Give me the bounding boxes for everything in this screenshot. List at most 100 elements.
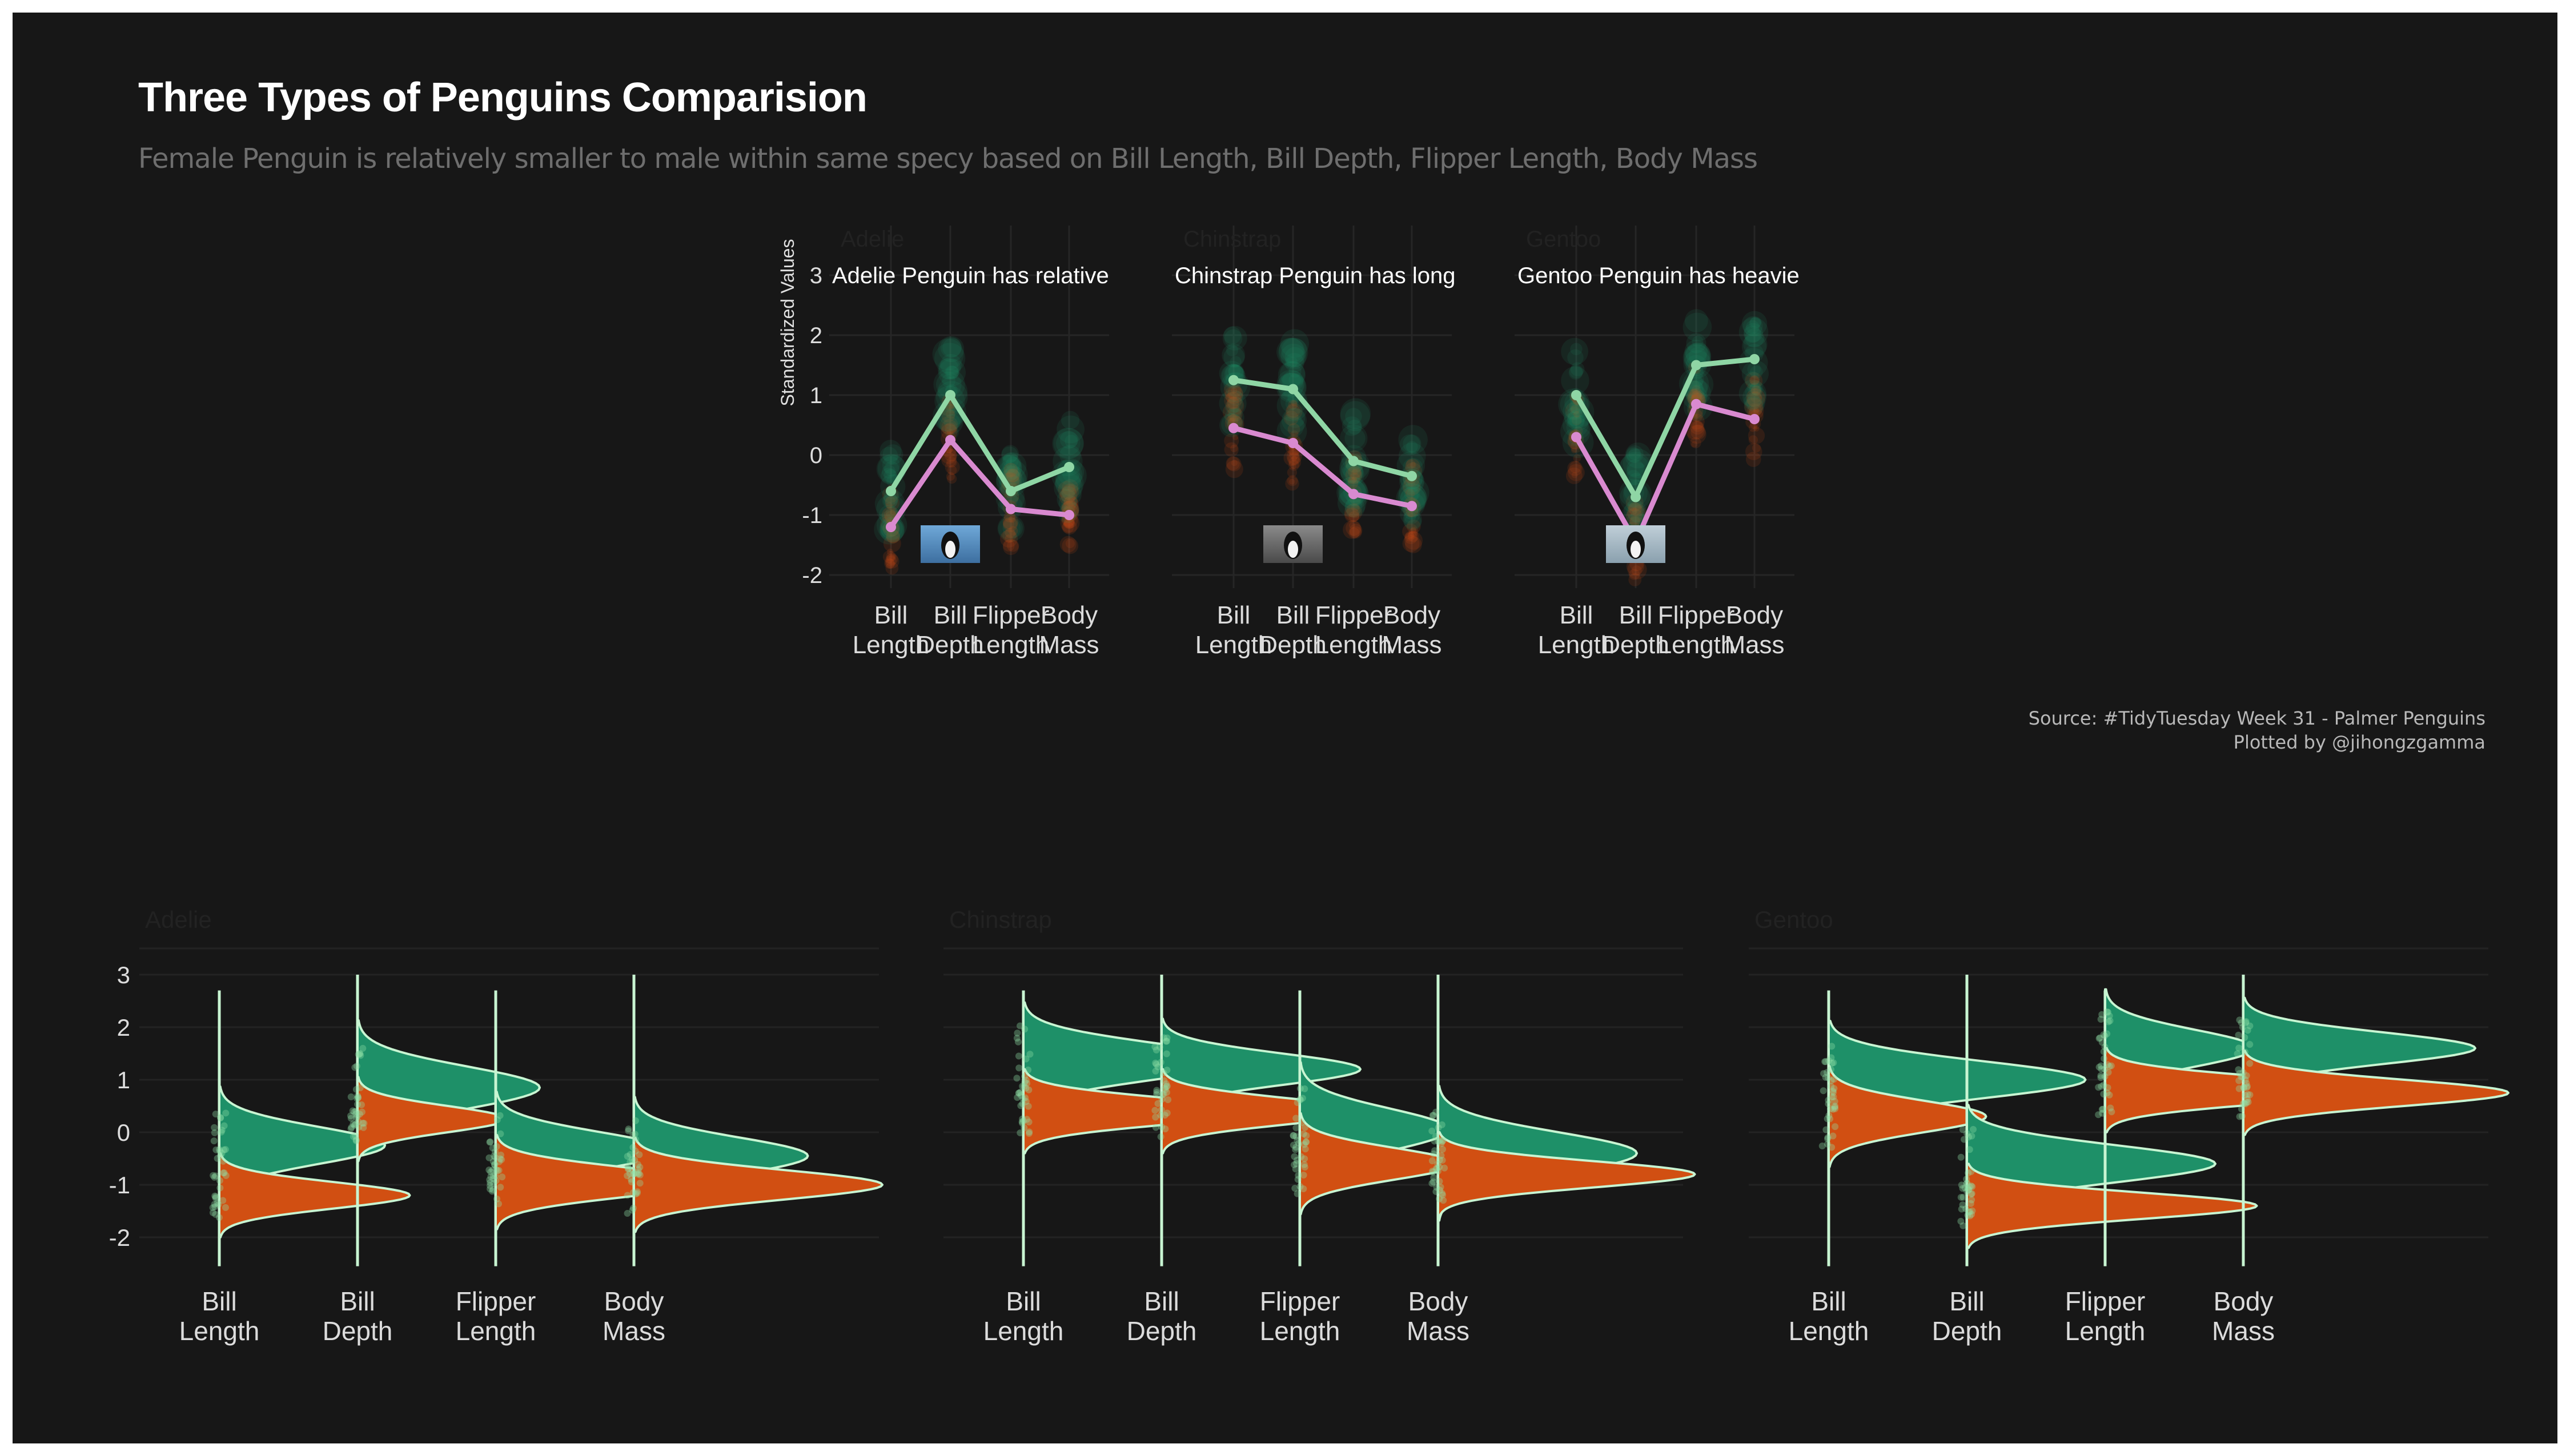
data-point	[1160, 1091, 1167, 1098]
data-point	[1963, 1180, 1971, 1187]
data-point	[1301, 1164, 1308, 1171]
data-point	[2104, 1008, 2111, 1016]
female-point	[1690, 420, 1705, 435]
data-point	[2107, 1062, 2115, 1069]
female-mean-point	[886, 522, 896, 532]
data-point	[1163, 1089, 1170, 1096]
female-point	[886, 553, 898, 565]
data-point	[624, 1163, 632, 1171]
male-point	[1749, 382, 1762, 395]
data-point	[1295, 1140, 1302, 1147]
data-point	[1966, 1212, 1974, 1220]
male-point	[1342, 416, 1362, 436]
male-point	[1340, 424, 1368, 453]
data-point	[349, 1107, 356, 1115]
female-point	[1351, 503, 1360, 512]
panel-chinstrap: Chinstrap Chinstrap Penguin has long Bill L…	[1172, 226, 1455, 659]
data-point	[487, 1182, 494, 1189]
male-point	[1568, 365, 1583, 380]
data-point	[490, 1172, 497, 1180]
female-point	[1224, 442, 1239, 457]
female-point	[1005, 468, 1020, 483]
male-point	[1061, 497, 1074, 510]
male-point	[1738, 317, 1769, 347]
female-density	[1966, 1163, 2258, 1249]
data-point	[2238, 1019, 2245, 1027]
data-point	[1961, 1136, 1968, 1143]
data-point	[2235, 1085, 2243, 1092]
top-line-chart: Standardized Values -2 -1 0 1 2 3 Adelie Adelie …	[777, 226, 1800, 659]
data-point	[497, 1151, 504, 1159]
data-point	[2246, 1022, 2254, 1029]
female-point	[886, 548, 893, 555]
data-point	[358, 1108, 366, 1116]
female-point	[885, 554, 900, 569]
female-point	[1571, 447, 1577, 453]
data-point	[1025, 1103, 1032, 1110]
female-point	[1402, 523, 1419, 540]
data-point	[1160, 1069, 1167, 1077]
data-point	[2100, 1048, 2107, 1055]
data-point	[1437, 1152, 1445, 1159]
data-point	[1436, 1186, 1444, 1194]
female-point	[885, 496, 896, 507]
data-point	[1018, 1120, 1026, 1127]
data-point	[630, 1170, 637, 1177]
data-point	[1966, 1146, 1973, 1153]
female-point	[1062, 483, 1079, 501]
male-point	[1746, 393, 1765, 413]
male-mean-point	[1407, 470, 1417, 481]
data-point	[2241, 1033, 2248, 1041]
data-point	[1294, 1137, 1301, 1144]
female-point	[1753, 407, 1760, 413]
data-point	[1153, 1091, 1160, 1099]
data-point	[2098, 1011, 2106, 1018]
data-point	[1292, 1160, 1300, 1167]
data-point	[1023, 1116, 1031, 1123]
data-point	[633, 1188, 641, 1196]
data-point	[1825, 1057, 1833, 1064]
male-point	[1563, 396, 1595, 428]
female-point	[884, 558, 895, 569]
data-point	[1026, 1051, 1034, 1058]
data-point	[352, 1137, 360, 1145]
male-point	[882, 465, 896, 479]
data-point	[2099, 1105, 2107, 1113]
data-point	[1022, 1076, 1030, 1084]
male-point	[1001, 447, 1018, 464]
data-point	[1825, 1074, 1832, 1081]
male-point	[1224, 399, 1240, 415]
data-point	[1156, 1043, 1163, 1051]
data-point	[1820, 1087, 1827, 1095]
data-point	[215, 1201, 222, 1208]
female-point	[944, 448, 958, 462]
data-point	[1432, 1133, 1439, 1140]
female-point	[1002, 529, 1017, 543]
data-point	[1437, 1140, 1445, 1147]
female-point	[1286, 448, 1302, 464]
data-point	[1292, 1124, 1300, 1132]
male-point	[938, 359, 966, 387]
male-mean-point	[1228, 375, 1239, 385]
male-point	[880, 440, 902, 462]
female-point	[886, 551, 897, 562]
panel-label: Adelie Penguin has relative	[832, 263, 1109, 288]
female-point	[1405, 532, 1415, 542]
female-point	[1687, 425, 1706, 444]
data-point	[1818, 1143, 1826, 1150]
data-point	[1164, 1096, 1172, 1104]
data-point	[2095, 1084, 2102, 1091]
male-point	[1625, 447, 1642, 463]
data-point	[2242, 1048, 2249, 1056]
male-point	[1228, 390, 1244, 406]
female-point	[945, 460, 960, 475]
data-point	[216, 1148, 224, 1155]
female-point	[1060, 486, 1077, 503]
data-point	[2234, 1050, 2241, 1057]
female-point	[941, 409, 955, 423]
data-point	[2244, 1091, 2251, 1098]
data-point	[212, 1172, 219, 1180]
male-point	[938, 336, 965, 363]
female-point	[1231, 460, 1238, 466]
male-point	[1285, 408, 1306, 428]
